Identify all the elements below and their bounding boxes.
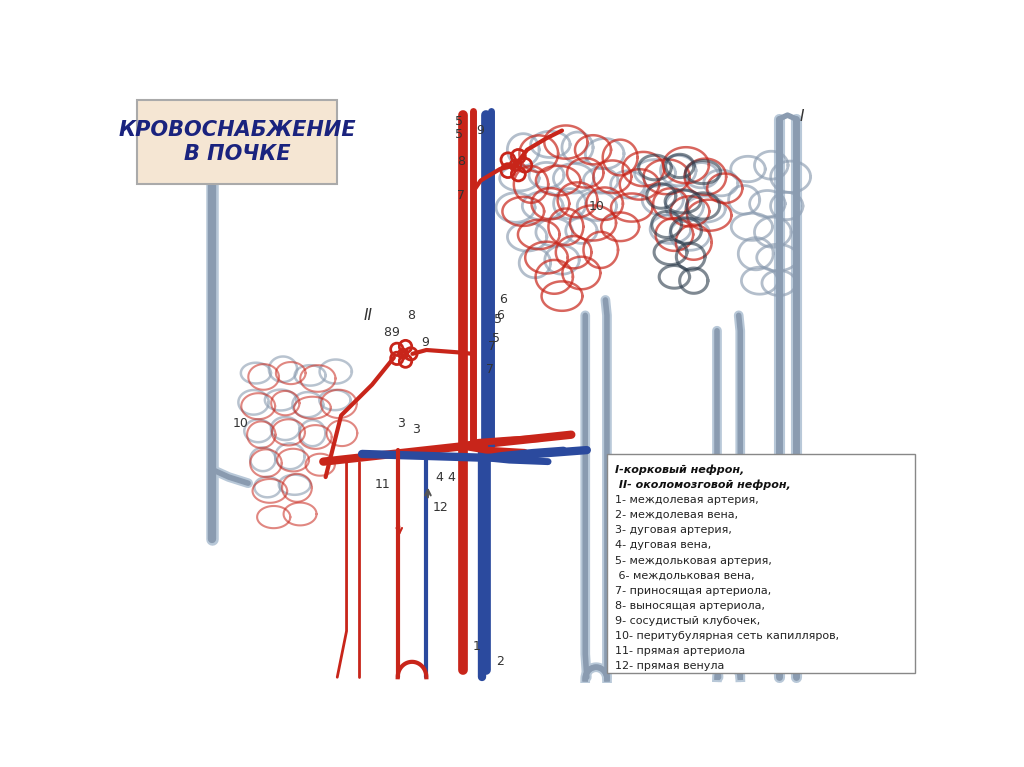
- Text: 2- междолевая вена,: 2- междолевая вена,: [614, 510, 738, 520]
- Text: 5- междольковая артерия,: 5- междольковая артерия,: [614, 555, 771, 565]
- FancyBboxPatch shape: [607, 454, 915, 673]
- Text: 9: 9: [421, 336, 429, 349]
- Text: КРОВОСНАБЖЕНИЕ
В ПОЧКЕ: КРОВОСНАБЖЕНИЕ В ПОЧКЕ: [119, 120, 356, 163]
- Text: 7: 7: [486, 363, 494, 376]
- Text: 12- прямая венула: 12- прямая венула: [614, 661, 724, 671]
- Text: 4- дуговая вена,: 4- дуговая вена,: [614, 541, 711, 551]
- Text: 12: 12: [432, 502, 449, 515]
- Text: I-корковый нефрон,: I-корковый нефрон,: [614, 465, 744, 476]
- Text: 2: 2: [496, 655, 504, 668]
- Text: 3- дуговая артерия,: 3- дуговая артерия,: [614, 525, 731, 535]
- Text: I: I: [800, 109, 805, 124]
- Text: 10- перитубулярная сеть капилляров,: 10- перитубулярная сеть капилляров,: [614, 631, 839, 641]
- Text: 8: 8: [458, 155, 465, 168]
- Text: 5: 5: [455, 115, 463, 128]
- Text: 3: 3: [397, 416, 404, 430]
- Text: 8- выносящая артериола,: 8- выносящая артериола,: [614, 601, 765, 611]
- Text: 11- прямая артериола: 11- прямая артериола: [614, 647, 744, 657]
- Text: 5: 5: [493, 332, 500, 345]
- Text: 5: 5: [455, 128, 463, 141]
- Text: 8: 8: [384, 326, 391, 339]
- Text: 7- приносящая артериола,: 7- приносящая артериола,: [614, 586, 771, 596]
- Text: 10: 10: [232, 416, 248, 430]
- Text: 6- междольковая вена,: 6- междольковая вена,: [614, 571, 755, 581]
- Text: 4: 4: [447, 470, 455, 483]
- Text: 1- междолевая артерия,: 1- междолевая артерия,: [614, 495, 759, 505]
- Text: 5: 5: [494, 313, 502, 326]
- Text: 6: 6: [496, 309, 504, 322]
- Text: 9: 9: [477, 124, 484, 137]
- Text: 10: 10: [589, 199, 605, 212]
- Text: 9: 9: [391, 326, 399, 339]
- Text: II: II: [364, 308, 373, 323]
- Text: 4: 4: [435, 470, 443, 483]
- FancyBboxPatch shape: [137, 100, 337, 184]
- Text: 6: 6: [499, 294, 507, 307]
- Text: 9- сосудистый клубочек,: 9- сосудистый клубочек,: [614, 616, 760, 626]
- Text: 7: 7: [458, 189, 465, 202]
- Text: 3: 3: [413, 423, 420, 436]
- Text: 1: 1: [473, 640, 480, 653]
- Text: 11: 11: [375, 479, 390, 491]
- Text: 8: 8: [407, 309, 415, 322]
- Text: 7: 7: [488, 340, 497, 353]
- Text: II- околомозговой нефрон,: II- околомозговой нефрон,: [614, 480, 791, 490]
